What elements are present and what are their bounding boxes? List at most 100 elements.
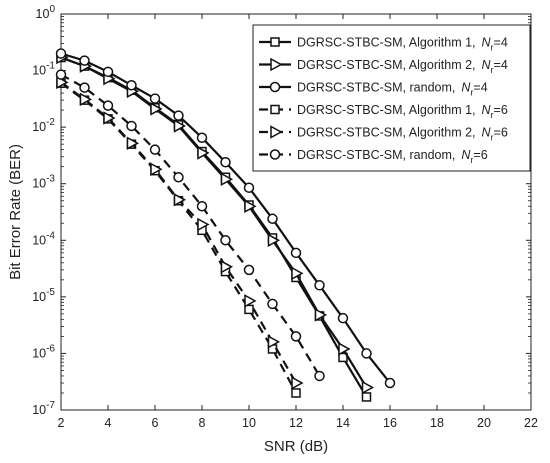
x-tick-label: 18	[430, 416, 444, 430]
y-tick-label: 100	[36, 4, 56, 21]
y-tick-exponent: -1	[46, 61, 55, 72]
x-tick-label: 22	[524, 416, 538, 430]
series-2-point	[291, 266, 304, 281]
series-6-point	[55, 69, 67, 80]
y-tick-exponent: -7	[46, 400, 55, 411]
y-tick-base: 10	[36, 7, 50, 21]
y-tick-base: 10	[32, 233, 46, 247]
series-3-point	[384, 377, 396, 389]
x-tick-label: 16	[383, 416, 397, 430]
legend-marker	[270, 37, 280, 47]
series-3-point	[314, 280, 325, 291]
y-tick-base: 10	[32, 120, 46, 134]
series-6-point	[102, 100, 114, 111]
legend-nr-symbol: N	[461, 81, 471, 95]
y-tick-label: 10-5	[32, 287, 55, 304]
legend-entry-1: DGRSC-STBC-SM, Algorithm 1, Nr=4	[259, 36, 508, 53]
series-6	[55, 69, 325, 382]
series-3-point	[102, 66, 114, 78]
series-3-point	[149, 93, 161, 104]
series-6-point	[126, 120, 137, 132]
y-tick-exponent: -3	[46, 174, 55, 185]
series-3-point	[361, 348, 372, 359]
x-tick-label: 10	[242, 416, 256, 430]
series-5-point	[197, 217, 210, 232]
legend-nr-value: =4	[473, 81, 487, 95]
y-tick-base: 10	[32, 403, 46, 417]
y-tick-base: 10	[32, 290, 46, 304]
series-6-point	[314, 370, 325, 382]
y-tick-label: 10-7	[32, 400, 55, 417]
series-5-point	[79, 92, 93, 107]
series-3-point	[220, 156, 231, 168]
series-2-point	[220, 172, 234, 187]
series-5-point	[103, 111, 116, 125]
legend-series-name: DGRSC-STBC-SM, Algorithm 1,	[297, 103, 476, 117]
x-axis-title: SNR (dB)	[264, 438, 328, 455]
series-5-point	[267, 335, 281, 349]
series-3-point	[126, 80, 137, 91]
y-tick-label: 10-1	[32, 61, 55, 78]
legend-nr-subscript: r	[491, 65, 494, 75]
series-2-point	[361, 380, 375, 395]
y-tick-base: 10	[32, 346, 46, 360]
series-2-point	[338, 342, 351, 356]
legend-label: DGRSC-STBC-SM, Algorithm 2, Nr=6	[297, 126, 508, 143]
series-1-point	[361, 392, 372, 402]
legend-nr-subscript: r	[470, 155, 473, 165]
y-tick-exponent: -5	[46, 287, 55, 298]
x-tick-label: 8	[199, 416, 206, 430]
legend-nr-value: =6	[494, 103, 508, 117]
series-4-point	[244, 304, 254, 315]
series-2-point	[150, 102, 163, 116]
legend-marker	[269, 149, 281, 160]
legend-entry-4: DGRSC-STBC-SM, Algorithm 1, Nr=6	[259, 103, 508, 120]
x-tick-label: 2	[58, 416, 65, 430]
legend-entry-6: DGRSC-STBC-SM, random, Nr=6	[259, 148, 488, 165]
legend-box	[252, 24, 531, 172]
series-6-point	[290, 331, 302, 342]
legend-label: DGRSC-STBC-SM, Algorithm 2, Nr=4	[297, 58, 508, 75]
series-2-point	[244, 199, 257, 213]
legend: DGRSC-STBC-SM, Algorithm 1, Nr=4DGRSC-STB…	[252, 24, 531, 172]
legend-label: DGRSC-STBC-SM, Algorithm 1, Nr=6	[297, 103, 508, 120]
legend-nr-symbol: N	[482, 103, 492, 117]
y-tick-label: 10-3	[32, 174, 55, 191]
series-6-point	[196, 200, 208, 212]
legend-marker	[270, 57, 283, 72]
series-6-point	[79, 82, 90, 93]
series-6-point	[267, 298, 278, 310]
series-4-point	[291, 388, 301, 398]
y-tick-label: 10-4	[32, 230, 55, 247]
y-tick-exponent: -2	[46, 117, 55, 128]
legend-series-name: DGRSC-STBC-SM, random,	[297, 81, 455, 95]
legend-label: DGRSC-STBC-SM, random, Nr=6	[297, 148, 488, 165]
y-tick-base: 10	[32, 64, 46, 78]
y-tick-exponent: -4	[46, 230, 55, 241]
legend-nr-value: =4	[494, 36, 508, 50]
series-3-point	[243, 182, 255, 193]
series-3-point	[337, 312, 349, 324]
series-2-point	[197, 146, 210, 160]
series-2-line	[60, 56, 368, 389]
legend-nr-subscript: r	[470, 88, 473, 98]
x-tick-label: 20	[477, 416, 491, 430]
series-2-point	[267, 233, 281, 248]
legend-nr-subscript: r	[491, 133, 494, 143]
legend-nr-value: =6	[473, 148, 487, 162]
axis-ticks: 2 4 6 8 10 12 14 16 18 20 2210010-110-210-310-410-…	[32, 4, 538, 430]
series-3-point	[79, 55, 90, 66]
series-3-point	[173, 110, 184, 121]
x-tick-label: 14	[336, 416, 350, 430]
y-tick-exponent: -6	[46, 343, 55, 354]
legend-series-name: DGRSC-STBC-SM, Algorithm 1,	[297, 36, 476, 50]
legend-entry-3: DGRSC-STBC-SM, random, Nr=4	[259, 81, 488, 98]
series-6-point	[243, 264, 255, 276]
series-3-point	[267, 213, 278, 225]
legend-nr-subscript: r	[491, 110, 494, 120]
series-5-point	[126, 136, 140, 150]
series-2-point	[314, 308, 328, 322]
series-5-point	[173, 193, 187, 207]
legend-nr-symbol: N	[482, 126, 492, 140]
